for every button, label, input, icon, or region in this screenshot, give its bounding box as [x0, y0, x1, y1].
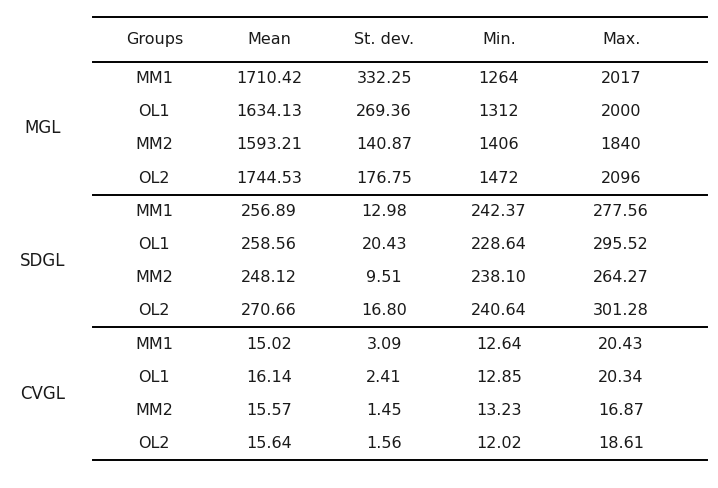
Text: 1744.53: 1744.53 — [236, 171, 302, 185]
Text: 240.64: 240.64 — [471, 304, 527, 318]
Text: MGL: MGL — [25, 120, 61, 137]
Text: 1472: 1472 — [479, 171, 519, 185]
Text: 242.37: 242.37 — [471, 204, 527, 219]
Text: 1.56: 1.56 — [366, 436, 402, 451]
Text: 3.09: 3.09 — [366, 337, 402, 351]
Text: 1312: 1312 — [479, 104, 519, 119]
Text: OL1: OL1 — [139, 237, 170, 252]
Text: 1593.21: 1593.21 — [236, 138, 302, 152]
Text: OL2: OL2 — [139, 436, 170, 451]
Text: MM2: MM2 — [136, 403, 173, 418]
Text: 12.02: 12.02 — [476, 436, 522, 451]
Text: 2096: 2096 — [601, 171, 641, 185]
Text: OL1: OL1 — [139, 370, 170, 385]
Text: 1634.13: 1634.13 — [236, 104, 302, 119]
Text: 238.10: 238.10 — [471, 270, 527, 285]
Text: 277.56: 277.56 — [593, 204, 649, 219]
Text: 16.14: 16.14 — [246, 370, 292, 385]
Text: 2000: 2000 — [601, 104, 641, 119]
Text: Max.: Max. — [602, 32, 640, 47]
Text: 2.41: 2.41 — [366, 370, 402, 385]
Text: 1710.42: 1710.42 — [236, 71, 302, 86]
Text: 12.64: 12.64 — [476, 337, 522, 351]
Text: OL1: OL1 — [139, 104, 170, 119]
Text: 140.87: 140.87 — [356, 138, 412, 152]
Text: OL2: OL2 — [139, 304, 170, 318]
Text: SDGL: SDGL — [20, 252, 66, 270]
Text: 248.12: 248.12 — [241, 270, 297, 285]
Text: 20.34: 20.34 — [598, 370, 644, 385]
Text: MM1: MM1 — [136, 337, 173, 351]
Text: 176.75: 176.75 — [356, 171, 412, 185]
Text: Min.: Min. — [482, 32, 516, 47]
Text: 20.43: 20.43 — [361, 237, 407, 252]
Text: 9.51: 9.51 — [366, 270, 402, 285]
Text: 295.52: 295.52 — [593, 237, 649, 252]
Text: MM1: MM1 — [136, 71, 173, 86]
Text: MM2: MM2 — [136, 138, 173, 152]
Text: OL2: OL2 — [139, 171, 170, 185]
Text: Mean: Mean — [247, 32, 292, 47]
Text: 16.87: 16.87 — [598, 403, 644, 418]
Text: Groups: Groups — [126, 32, 183, 47]
Text: 15.02: 15.02 — [246, 337, 292, 351]
Text: 12.85: 12.85 — [476, 370, 522, 385]
Text: 12.98: 12.98 — [361, 204, 407, 219]
Text: 256.89: 256.89 — [241, 204, 297, 219]
Text: CVGL: CVGL — [21, 385, 65, 403]
Text: 16.80: 16.80 — [361, 304, 407, 318]
Text: 1264: 1264 — [479, 71, 519, 86]
Text: 332.25: 332.25 — [356, 71, 412, 86]
Text: St. dev.: St. dev. — [354, 32, 414, 47]
Text: 15.64: 15.64 — [246, 436, 292, 451]
Text: 1406: 1406 — [479, 138, 519, 152]
Text: 228.64: 228.64 — [471, 237, 527, 252]
Text: 20.43: 20.43 — [598, 337, 644, 351]
Text: 18.61: 18.61 — [598, 436, 644, 451]
Text: 13.23: 13.23 — [476, 403, 522, 418]
Text: MM2: MM2 — [136, 270, 173, 285]
Text: 270.66: 270.66 — [241, 304, 297, 318]
Text: MM1: MM1 — [136, 204, 173, 219]
Text: 1.45: 1.45 — [366, 403, 402, 418]
Text: 258.56: 258.56 — [241, 237, 297, 252]
Text: 2017: 2017 — [601, 71, 641, 86]
Text: 301.28: 301.28 — [593, 304, 649, 318]
Text: 1840: 1840 — [601, 138, 641, 152]
Text: 15.57: 15.57 — [246, 403, 292, 418]
Text: 264.27: 264.27 — [593, 270, 649, 285]
Text: 269.36: 269.36 — [356, 104, 412, 119]
